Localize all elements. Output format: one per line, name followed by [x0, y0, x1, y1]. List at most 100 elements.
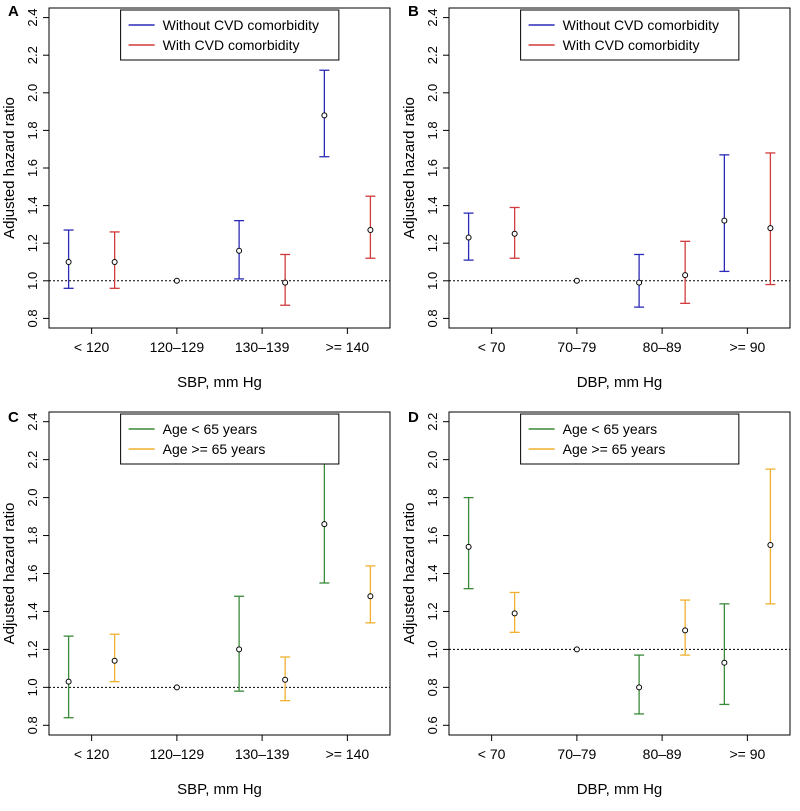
y-axis-label: Adjusted hazard ratio — [401, 97, 418, 239]
y-tick-label: 2.2 — [425, 413, 440, 431]
legend-label: Age < 65 years — [163, 421, 258, 437]
series-2 — [509, 468, 776, 656]
y-tick-label: 1.8 — [425, 121, 440, 139]
legend-label: Without CVD comorbidity — [163, 17, 319, 33]
series-2 — [509, 152, 776, 305]
x-tick-label: < 70 — [478, 746, 506, 762]
legend-box — [120, 9, 340, 61]
y-tick-label: 1.2 — [25, 234, 40, 252]
y-tick-label: 1.8 — [25, 527, 40, 545]
point-estimate — [111, 259, 118, 265]
reference-point — [173, 277, 180, 284]
y-axis-label: Adjusted hazard ratio — [1, 97, 18, 239]
point-estimate — [65, 678, 72, 685]
y-tick-label: 1.8 — [25, 121, 40, 139]
x-tick-label: >= 90 — [729, 339, 765, 355]
point-estimate — [282, 279, 289, 286]
x-tick-label: < 70 — [478, 339, 506, 355]
x-axis-label: DBP, mm Hg — [577, 781, 663, 798]
legend-label: Without CVD comorbidity — [563, 17, 719, 33]
y-tick-label: 1.2 — [425, 602, 440, 620]
legend-label: Age < 65 years — [563, 421, 658, 437]
point-estimate — [767, 225, 774, 232]
reference-point — [573, 646, 580, 653]
point-estimate — [767, 542, 774, 549]
series-1 — [63, 449, 330, 719]
point-estimate — [511, 610, 518, 617]
panel-a: A 0.8 1.0 1.2 1.4 1.6 1.8 2.0 2.2 2.4 Adjusted haz… — [1, 3, 391, 391]
legend-box — [520, 9, 740, 61]
point-estimate — [111, 657, 118, 664]
y-tick-label: 2.0 — [25, 84, 40, 102]
point-estimate — [682, 272, 689, 279]
y-tick-label: 2.2 — [25, 46, 40, 64]
legend-label: Age >= 65 years — [163, 441, 266, 457]
y-axis-label: Adjusted hazard ratio — [401, 503, 418, 645]
x-tick-label: 80–89 — [643, 339, 682, 355]
series-1 — [463, 154, 730, 308]
x-tick-label: 80–89 — [643, 746, 682, 762]
y-tick-label: 2.0 — [25, 489, 40, 507]
legend: Without CVD comorbidity With CVD comorbid… — [520, 9, 740, 61]
y-tick-label: 1.0 — [425, 272, 440, 290]
series-1 — [63, 69, 330, 289]
point-estimate — [236, 247, 243, 254]
y-tick-label: 2.4 — [25, 9, 40, 27]
x-tick-label: 130–139 — [235, 339, 290, 355]
y-tick-label: 0.8 — [25, 716, 40, 734]
panel-letter: C — [8, 409, 19, 426]
y-tick-label: 1.6 — [425, 159, 440, 177]
x-tick-label: >= 90 — [729, 746, 765, 762]
panel-c: C 0.8 1.0 1.2 1.4 1.6 1.8 2.0 2.2 2.4 Adjusted haz… — [1, 409, 391, 798]
x-tick-label: < 120 — [74, 339, 110, 355]
x-axis-label: SBP, mm Hg — [177, 374, 262, 391]
y-tick-label: 1.4 — [425, 564, 440, 582]
y-tick-label: 1.6 — [425, 527, 440, 545]
panel-letter: D — [408, 409, 419, 426]
y-tick-label: 0.8 — [425, 309, 440, 327]
point-estimate — [367, 227, 374, 234]
legend-label: With CVD comorbidity — [163, 37, 300, 53]
y-tick-label: 1.6 — [25, 159, 40, 177]
legend: Age < 65 years Age >= 65 years — [520, 413, 740, 465]
y-tick-label: 1.2 — [25, 640, 40, 658]
legend: Age < 65 years Age >= 65 years — [120, 413, 340, 465]
legend-label: With CVD comorbidity — [563, 37, 700, 53]
y-tick-label: 1.4 — [425, 197, 440, 215]
point-estimate — [236, 646, 243, 653]
series-2 — [109, 195, 376, 306]
y-tick-label: 2.2 — [425, 46, 440, 64]
x-tick-label: 120–129 — [150, 339, 205, 355]
y-tick-label: 2.4 — [25, 413, 40, 431]
x-tick-label: >= 140 — [326, 746, 370, 762]
legend: Without CVD comorbidity With CVD comorbid… — [120, 9, 340, 61]
reference-point — [173, 684, 180, 691]
y-tick-label: 1.6 — [25, 564, 40, 582]
point-estimate — [511, 230, 518, 237]
y-tick-label: 0.6 — [425, 716, 440, 734]
x-axis-label: SBP, mm Hg — [177, 781, 262, 798]
point-estimate — [465, 543, 472, 550]
y-tick-label: 2.4 — [425, 9, 440, 27]
panel-b: B 0.8 1.0 1.2 1.4 1.6 1.8 2.0 2.2 2.4 Adjusted haz… — [401, 3, 791, 391]
y-tick-label: 1.4 — [25, 197, 40, 215]
point-estimate — [636, 279, 643, 286]
y-tick-label: 1.0 — [25, 272, 40, 290]
x-tick-label: 120–129 — [150, 746, 205, 762]
panel-d: D 0.6 0.8 1.0 1.2 1.4 1.6 1.8 2.0 2.2 Adjusted haz… — [401, 409, 791, 798]
panel-letter: B — [408, 3, 419, 20]
x-tick-label: < 120 — [74, 746, 110, 762]
y-tick-label: 1.8 — [425, 489, 440, 507]
series-2 — [109, 565, 376, 702]
y-tick-label: 2.0 — [425, 84, 440, 102]
y-tick-label: 1.0 — [425, 640, 440, 658]
y-tick-label: 1.4 — [25, 602, 40, 620]
point-estimate — [465, 234, 472, 241]
point-estimate — [282, 676, 289, 683]
y-tick-label: 0.8 — [425, 678, 440, 696]
point-estimate — [636, 684, 643, 691]
legend-label: Age >= 65 years — [563, 441, 666, 457]
reference-point — [573, 277, 580, 284]
y-tick-label: 0.8 — [25, 309, 40, 327]
